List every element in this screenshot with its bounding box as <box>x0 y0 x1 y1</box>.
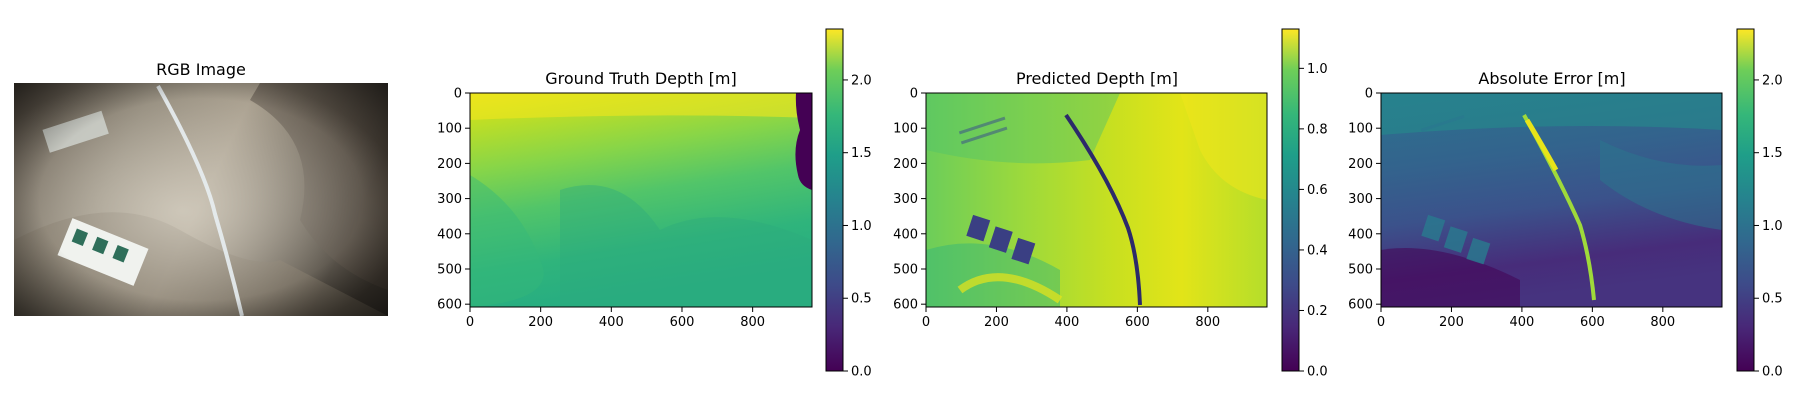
err-y-tick-label: 400 <box>1348 227 1373 242</box>
pred-colorbar-tick-label: 0.4 <box>1307 243 1328 258</box>
err-title: Absolute Error [m] <box>1478 69 1625 88</box>
err-colorbar-tick-label: 1.0 <box>1762 219 1783 234</box>
pred-x-tick-label: 600 <box>1125 315 1150 330</box>
gt-title: Ground Truth Depth [m] <box>545 69 736 88</box>
gt-panel: Ground Truth Depth [m] 0 200 400 600 800 0 10… <box>437 28 872 380</box>
pred-marker-board-bottom <box>966 214 1036 265</box>
pred-colorbar-tick-label: 1.0 <box>1307 62 1328 77</box>
err-y-tick-label: 100 <box>1348 122 1373 137</box>
err-y-tick-label: 600 <box>1348 298 1373 313</box>
err-marker-board-bottom <box>1421 214 1491 265</box>
gt-colorbar-tick-label: 1.5 <box>851 146 872 161</box>
gt-y-tick-label: 200 <box>437 157 462 172</box>
gt-x-ticks: 0 200 400 600 800 <box>466 307 765 330</box>
gt-y-tick-label: 600 <box>437 298 462 313</box>
err-y-tick-label: 200 <box>1348 157 1373 172</box>
pred-x-tick-label: 200 <box>984 315 1009 330</box>
pred-panel: Predicted Depth [m] 0 200 400 600 800 0 100 20… <box>893 28 1328 380</box>
err-x-tick-label: 400 <box>1509 315 1534 330</box>
pred-tape-streak <box>1064 113 1142 306</box>
err-x-tick-label: 0 <box>1377 315 1385 330</box>
pred-y-tick-label: 100 <box>893 122 918 137</box>
pred-y-tick-label: 0 <box>910 87 918 102</box>
err-colorbar <box>1736 28 1755 372</box>
pred-y-tick-label: 600 <box>893 298 918 313</box>
gt-x-tick-label: 200 <box>528 315 553 330</box>
pred-y-tick-label: 500 <box>893 262 918 277</box>
pred-colorbar <box>1281 28 1300 372</box>
err-colorbar-tick-label: 2.0 <box>1762 73 1783 88</box>
pred-y-tick-label: 400 <box>893 227 918 242</box>
gt-colorbar-tick-label: 0.5 <box>851 292 872 307</box>
err-colorbar-tick-label: 0.5 <box>1762 292 1783 307</box>
err-y-tick-label: 300 <box>1348 192 1373 207</box>
rgb-panel: RGB Image <box>14 60 388 316</box>
pred-colorbar-ticks: 0.0 0.2 0.4 0.6 0.8 1.0 <box>1299 62 1328 380</box>
gt-colorbar <box>825 28 844 372</box>
gt-y-tick-label: 500 <box>437 262 462 277</box>
err-colorbar-tick-label: 0.0 <box>1762 365 1783 380</box>
gt-y-tick-label: 0 <box>454 87 462 102</box>
rgb-title: RGB Image <box>156 60 246 79</box>
gt-colorbar-tick-label: 0.0 <box>851 365 872 380</box>
gt-x-tick-label: 0 <box>466 315 474 330</box>
gt-invalid-region <box>795 93 812 190</box>
pred-colorbar-tick-label: 0.8 <box>1307 122 1328 137</box>
gt-colorbar-tick-label: 1.0 <box>851 219 872 234</box>
gt-colorbar-ticks: 0.0 0.5 1.0 1.5 2.0 <box>843 73 872 380</box>
err-x-tick-label: 600 <box>1580 315 1605 330</box>
err-y-tick-label: 500 <box>1348 262 1373 277</box>
pred-x-tick-label: 0 <box>922 315 930 330</box>
pred-y-ticks: 0 100 200 300 400 500 600 <box>893 87 926 313</box>
gt-x-tick-label: 400 <box>599 315 624 330</box>
pred-x-ticks: 0 200 400 600 800 <box>922 307 1220 330</box>
gt-y-tick-label: 100 <box>437 122 462 137</box>
pred-colorbar-tick-label: 0.0 <box>1307 365 1328 380</box>
rgb-image <box>14 83 388 316</box>
err-x-tick-label: 800 <box>1650 315 1675 330</box>
pred-colorbar-tick-label: 0.2 <box>1307 304 1328 319</box>
pred-colorbar-tick-label: 0.6 <box>1307 183 1328 198</box>
pred-y-tick-label: 200 <box>893 157 918 172</box>
gt-y-tick-label: 400 <box>437 227 462 242</box>
err-heatmap <box>1381 93 1722 307</box>
err-y-tick-label: 0 <box>1365 87 1373 102</box>
err-x-tick-label: 200 <box>1439 315 1464 330</box>
err-colorbar-tick-label: 1.5 <box>1762 146 1783 161</box>
gt-y-ticks: 0 100 200 300 400 500 600 <box>437 87 470 313</box>
err-colorbar-ticks: 0.0 0.5 1.0 1.5 2.0 <box>1754 73 1783 380</box>
pred-y-tick-label: 300 <box>893 192 918 207</box>
err-y-ticks: 0 100 200 300 400 500 600 <box>1348 87 1381 313</box>
gt-colorbar-tick-label: 2.0 <box>851 73 872 88</box>
pred-title: Predicted Depth [m] <box>1016 69 1178 88</box>
gt-x-tick-label: 600 <box>670 315 695 330</box>
err-x-ticks: 0 200 400 600 800 <box>1377 307 1675 330</box>
gt-x-tick-label: 800 <box>740 315 765 330</box>
pred-x-tick-label: 800 <box>1195 315 1220 330</box>
pred-marker-board-top <box>958 116 1008 145</box>
pred-heatmap <box>926 93 1267 307</box>
gt-heatmap <box>470 93 812 307</box>
gt-y-tick-label: 300 <box>437 192 462 207</box>
pred-x-tick-label: 400 <box>1054 315 1079 330</box>
err-panel: Absolute Error [m] 0 200 400 600 800 0 100 200… <box>1348 28 1783 380</box>
